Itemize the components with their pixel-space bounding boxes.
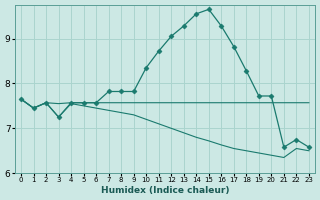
X-axis label: Humidex (Indice chaleur): Humidex (Indice chaleur) [101,186,229,195]
